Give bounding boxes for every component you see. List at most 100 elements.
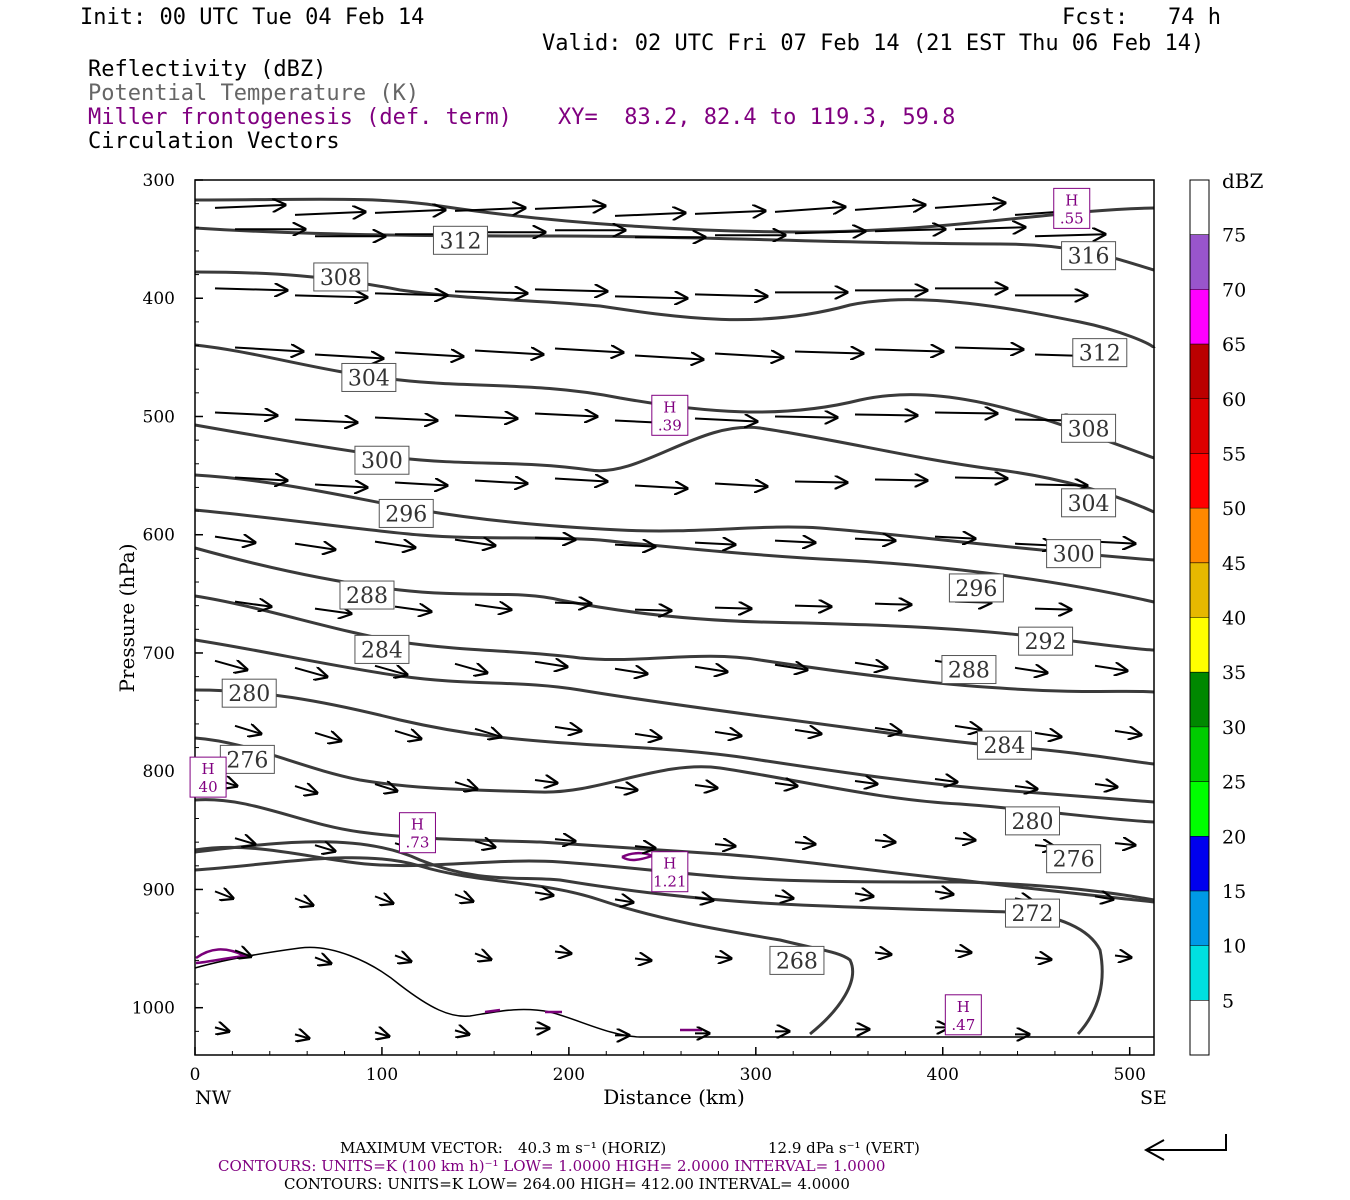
- isentrope-label-box: [432, 225, 488, 255]
- y-axis-label: Pressure (hPa): [115, 544, 139, 693]
- circulation-vector: [374, 542, 415, 548]
- circulation-vector: [954, 227, 1025, 229]
- circulation-vector: [1034, 957, 1051, 959]
- circulation-vector: [774, 783, 797, 786]
- x-tick-label: 400: [927, 1065, 959, 1085]
- frontogenesis-high-letter: H: [411, 816, 424, 834]
- reflectivity-colorbar: 5 10 15 20 25 30 35 40 45 50 55 60 65 70 75: [1189, 179, 1246, 1056]
- frontogenesis-high-value: .73: [406, 834, 430, 852]
- circulation-vector: [854, 539, 895, 541]
- colorbar-segment: [1190, 781, 1209, 837]
- isentrope-label-box: [769, 945, 825, 975]
- circulation-vector: [954, 838, 975, 840]
- y-tick-label: 400: [143, 289, 175, 309]
- frontogenesis-high: H.73: [398, 812, 436, 854]
- circulation-vector: [794, 606, 831, 607]
- isentrope-label-text: 304: [1068, 492, 1110, 517]
- isentrope-label: 312: [1072, 338, 1128, 368]
- circulation-vector: [314, 609, 351, 614]
- field-reflectivity: Reflectivity (dBZ): [88, 57, 327, 82]
- y-tick-label: 600: [143, 526, 175, 546]
- circulation-vector: [934, 779, 957, 782]
- frontogenesis-high: H.47: [944, 994, 982, 1036]
- circulation-vector: [374, 1032, 389, 1036]
- circulation-vector: [234, 838, 255, 844]
- frontogenesis-contour-info: CONTOURS: UNITS=K (100 km h)⁻¹ LOW= 1.00…: [218, 1157, 886, 1175]
- colorbar-segment: [1190, 508, 1209, 563]
- circulation-vector: [374, 896, 393, 903]
- terrain-outline: [194, 946, 1154, 1038]
- isentrope-label-box: [1061, 241, 1117, 271]
- colorbar-label: 40: [1222, 608, 1246, 630]
- circulation-vector: [554, 839, 575, 841]
- colorbar-label: 75: [1222, 225, 1246, 247]
- max-vector-horizontal: 40.3 m s⁻¹ (HORIZ): [518, 1139, 667, 1157]
- circulation-vector: [234, 950, 251, 956]
- isentrope-label-box: [339, 580, 395, 610]
- circulation-vector: [454, 208, 525, 211]
- circulation-vector: [234, 726, 261, 734]
- circulation-vector: [294, 898, 313, 905]
- circulation-vector: [714, 732, 741, 736]
- circulation-vector: [634, 734, 661, 738]
- frontogenesis-high-letter: H: [202, 760, 215, 778]
- circulation-vector: [774, 541, 815, 543]
- circulation-vector: [554, 727, 581, 731]
- circulation-vector: [214, 537, 255, 543]
- cross-section-endpoints: XY= 83.2, 82.4 to 119.3, 59.8: [558, 105, 956, 130]
- circulation-vector: [1114, 731, 1141, 735]
- frontogenesis-high: H1.21: [651, 851, 689, 893]
- circulation-vector: [394, 483, 447, 486]
- isentrope-label-text: 308: [1068, 417, 1110, 442]
- isentrope-label-text: 316: [1068, 245, 1110, 270]
- isentrope-label-box: [1072, 338, 1128, 368]
- isentrope-label: 280: [1004, 806, 1060, 836]
- circulation-vector: [634, 355, 703, 359]
- y-tick-label: 1000: [132, 999, 175, 1019]
- colorbar-segment: [1190, 945, 1209, 1001]
- x-axis-label: Distance (km): [603, 1085, 745, 1109]
- circulation-vector: [1114, 955, 1131, 957]
- colorbar-title: dBZ: [1222, 169, 1264, 193]
- circulation-vector: [534, 780, 557, 783]
- frontogenesis-high-value: .39: [658, 416, 682, 434]
- circulation-vector: [874, 952, 891, 954]
- isentrope-label-text: 292: [1025, 630, 1067, 655]
- frontogenesis-contours: [195, 851, 702, 1032]
- x-tick-label: 200: [553, 1065, 585, 1085]
- isentrope-labels: 312 316 308 312 304 308 300 304 296 300 288 296 292 2…: [219, 225, 1128, 975]
- circulation-vector: [314, 845, 335, 851]
- circulation-vector: [294, 419, 357, 422]
- nw-label: NW: [195, 1087, 232, 1109]
- circulation-vector: [774, 895, 793, 898]
- circulation-vector: [1094, 784, 1117, 787]
- circulation-vector: [714, 353, 783, 357]
- isentrope-label-text: 284: [361, 638, 403, 663]
- isentrope-label-box: [1018, 626, 1074, 656]
- isentrope-label-text: 268: [776, 949, 818, 974]
- circulation-vector: [214, 412, 277, 415]
- isentrope-label-box: [221, 678, 277, 708]
- circulation-vector: [474, 729, 501, 737]
- circulation-vector: [1034, 485, 1087, 486]
- se-label: SE: [1140, 1087, 1167, 1109]
- field-frontogenesis: Miller frontogenesis (def. term): [88, 105, 512, 130]
- colorbar-segment: [1190, 289, 1209, 345]
- circulation-vector: [874, 604, 911, 605]
- frontogenesis-high: H40: [189, 756, 227, 798]
- max-vector-vertical: 12.9 dPa s⁻¹ (VERT): [768, 1139, 920, 1157]
- circulation-vector: [934, 203, 1005, 208]
- circulation-vector: [1034, 733, 1061, 737]
- frontogenesis-high-letter: H: [663, 855, 676, 873]
- circulation-vector: [634, 486, 687, 489]
- isentrope-label-text: 272: [1011, 902, 1053, 927]
- circulation-vector: [454, 782, 477, 789]
- circulation-vector: [234, 347, 303, 351]
- isentrope-label-text: 300: [361, 449, 403, 474]
- isentrope-label-box: [1061, 488, 1117, 518]
- circulation-vector: [854, 414, 917, 415]
- circulation-vector: [794, 482, 847, 483]
- colorbar-label: 60: [1222, 389, 1246, 411]
- circulation-vector: [614, 669, 647, 674]
- isentrope-label-box: [1061, 413, 1117, 443]
